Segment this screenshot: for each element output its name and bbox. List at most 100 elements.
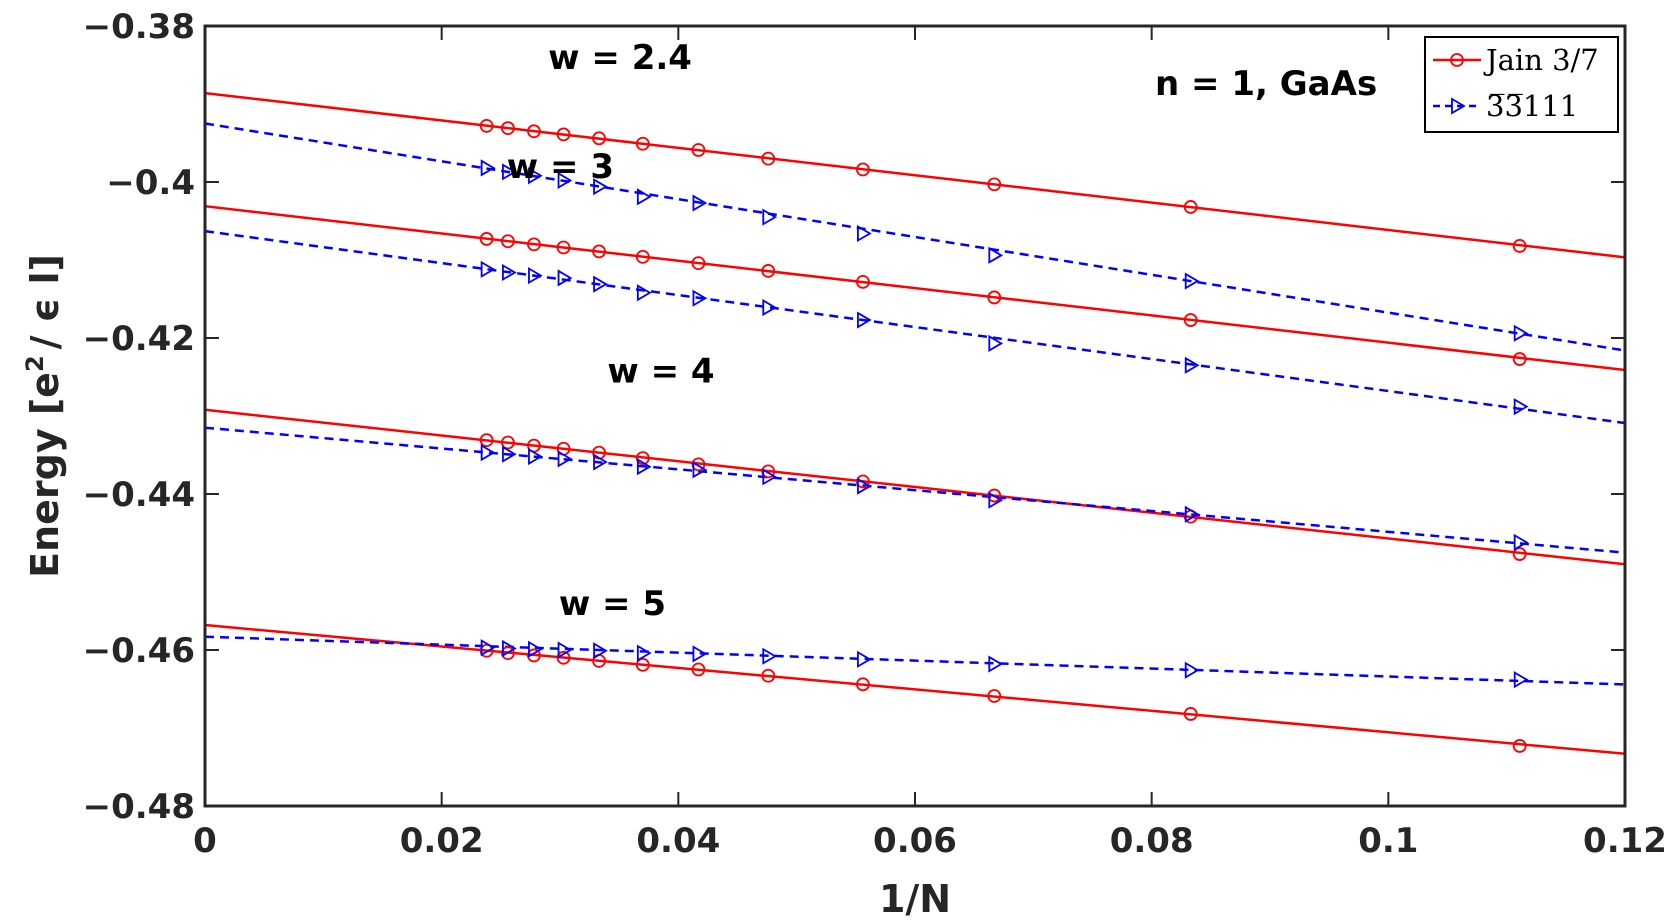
group-label: w = 3	[507, 147, 614, 187]
x-tick-label: 0.04	[636, 821, 720, 861]
x-tick-label: 0.02	[400, 821, 484, 861]
jain-point	[527, 237, 541, 252]
y-tick-labels: −0.48 −0.46 −0.44 −0.42 −0.4 −0.38	[83, 7, 195, 827]
jain-point	[987, 488, 1002, 503]
other-point	[528, 447, 543, 466]
jain-point	[1512, 739, 1527, 753]
other-point	[988, 491, 1004, 509]
jain-point	[635, 136, 650, 151]
other-point	[1513, 533, 1529, 551]
other-point	[528, 167, 543, 185]
jain-point	[1183, 200, 1198, 214]
legend-label-jain: Jain 3/7	[1483, 43, 1599, 77]
x-tick-label: 0.08	[1110, 821, 1194, 861]
jain-point	[691, 457, 706, 472]
other-point	[480, 639, 496, 657]
plot-frame	[203, 24, 1627, 808]
other-point	[988, 246, 1004, 264]
other-point	[502, 263, 517, 282]
other-point	[692, 194, 708, 212]
jain-point	[691, 143, 706, 157]
jain-point	[592, 244, 606, 259]
other-point	[1184, 356, 1200, 374]
jain-point	[1183, 313, 1198, 327]
other-point	[593, 453, 608, 471]
other-point	[502, 639, 517, 658]
other-point	[692, 461, 708, 479]
y-axis-label-sup: 2	[21, 355, 49, 372]
jain-point	[556, 650, 571, 665]
fit-lines	[204, 91, 1626, 755]
legend-label-other: 3̅3̅111	[1486, 89, 1578, 123]
other-point	[857, 650, 872, 668]
jain-point	[856, 474, 870, 489]
other-point	[636, 644, 652, 662]
jain-point	[635, 451, 650, 466]
other-point	[762, 468, 778, 486]
jain-point	[856, 162, 870, 177]
group-labels: w = 2.4 w = 3 w = 4 w = 5	[507, 38, 715, 624]
jain-fit-line	[204, 408, 1626, 566]
other-point	[636, 284, 652, 302]
other-point	[528, 640, 543, 658]
y-tick-label: −0.44	[83, 475, 195, 515]
jain-point	[1512, 239, 1527, 253]
y-tick-label: −0.38	[83, 7, 195, 47]
other-point	[480, 444, 496, 462]
y-axis-label-main: Energy [e	[23, 372, 67, 578]
other-point	[557, 450, 573, 468]
other-fit-line	[204, 426, 1626, 554]
other-point	[593, 178, 608, 196]
other-point	[1184, 661, 1200, 679]
jain-point	[987, 689, 1002, 703]
x-axis-label: 1/N	[879, 877, 951, 921]
x-tick-label: 0	[193, 821, 217, 861]
other-point	[502, 163, 517, 181]
other-point	[636, 458, 652, 476]
data-markers	[479, 118, 1529, 753]
annotation-text: n = 1, GaAs	[1155, 64, 1377, 104]
other-point	[1513, 398, 1529, 416]
other-point	[692, 289, 708, 307]
jain-point	[527, 648, 541, 663]
other-point	[528, 267, 543, 285]
other-fit-line	[204, 635, 1626, 686]
jain-point	[761, 151, 776, 166]
legend-marker-jain	[1450, 53, 1464, 67]
x-tick-labels: 0 0.02 0.04 0.06 0.08 0.1 0.12	[193, 821, 1667, 861]
other-point	[1513, 324, 1529, 342]
other-point	[557, 171, 573, 190]
group-label: w = 5	[559, 584, 666, 624]
x-tick-label: 0.1	[1358, 821, 1418, 861]
jain-point	[479, 643, 494, 658]
other-point	[762, 647, 778, 665]
jain-point	[761, 668, 776, 683]
jain-point	[691, 662, 706, 677]
other-fit-line	[204, 229, 1626, 425]
jain-fit-line	[204, 91, 1626, 259]
x-tick-label: 0.12	[1583, 821, 1667, 861]
other-point	[988, 655, 1004, 673]
jain-fit-line	[204, 204, 1626, 372]
jain-point	[635, 657, 650, 672]
other-point	[480, 159, 496, 177]
other-point	[857, 224, 872, 243]
jain-point	[987, 290, 1002, 305]
other-point	[692, 645, 708, 663]
y-axis-label-rest: / ϵ l]	[23, 254, 67, 349]
jain-point	[556, 127, 571, 142]
y-tick-label: −0.42	[83, 319, 195, 359]
y-tick-label: −0.46	[83, 631, 195, 671]
jain-point	[527, 124, 541, 139]
other-point	[1184, 505, 1200, 523]
group-label: w = 4	[607, 351, 714, 391]
other-point	[1513, 671, 1529, 689]
other-point	[857, 311, 872, 329]
jain-point	[691, 256, 706, 271]
other-point	[988, 334, 1004, 353]
other-point	[593, 275, 608, 293]
other-point	[557, 641, 573, 659]
other-fit-line	[204, 122, 1626, 352]
other-point	[1184, 272, 1200, 290]
